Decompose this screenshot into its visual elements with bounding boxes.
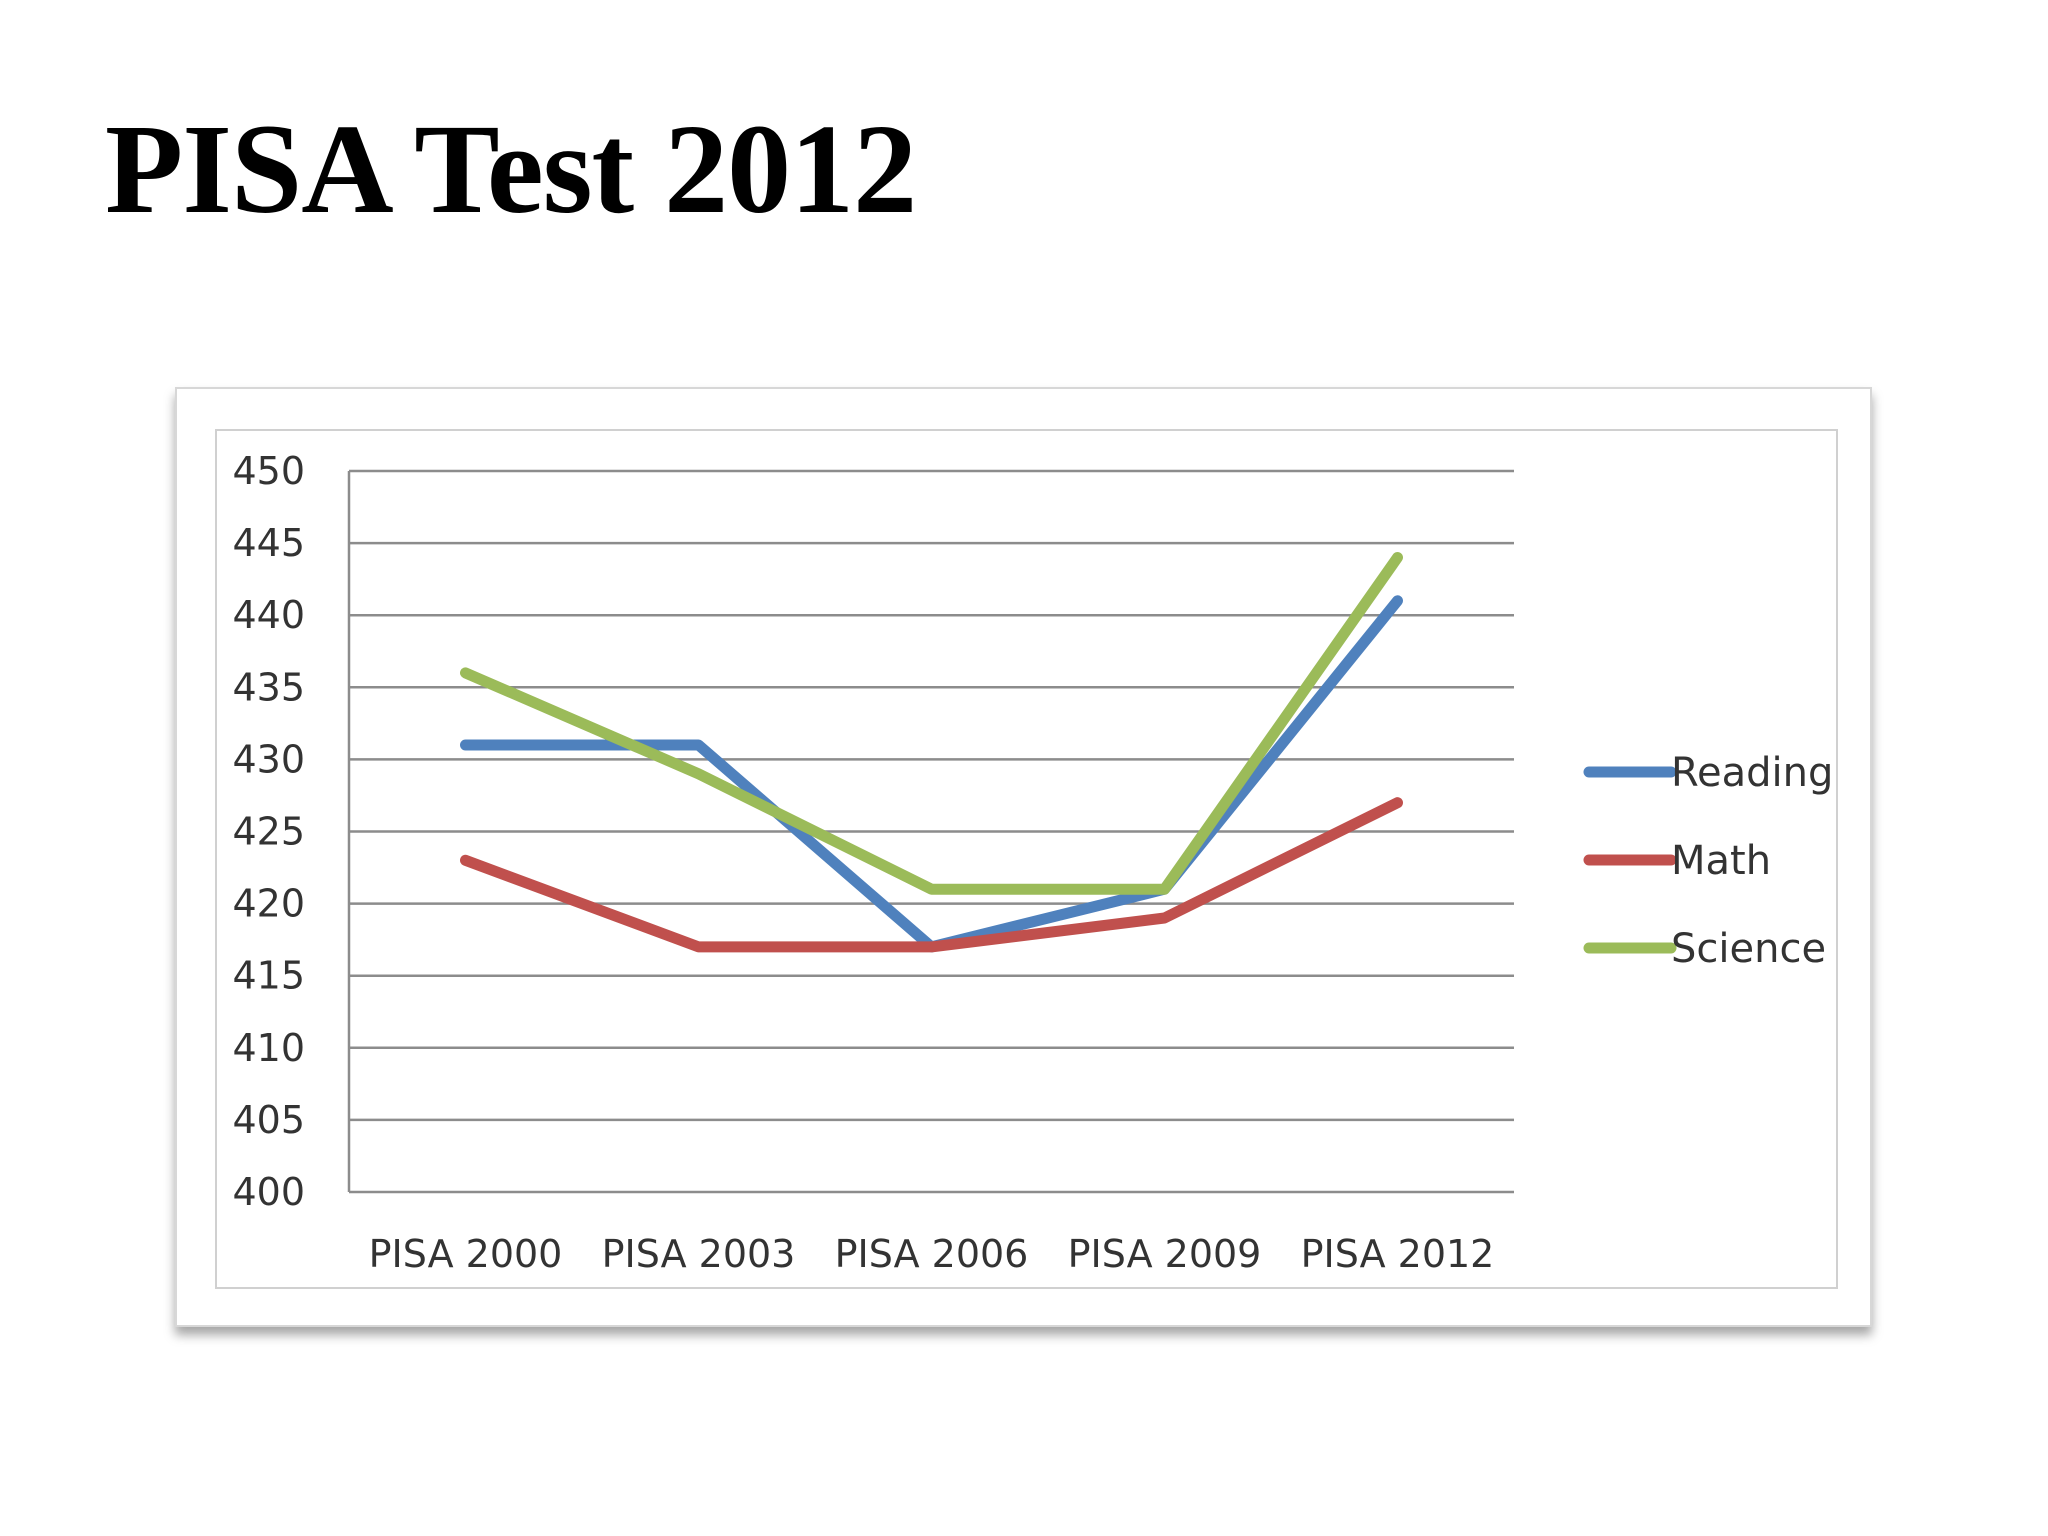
y-tick-label: 410 <box>232 1026 305 1070</box>
chart-frame: 400 405 410 415 420 425 430 435 440 445 450 PISA 2… <box>175 387 1872 1327</box>
y-tick-label: 400 <box>232 1170 305 1214</box>
legend-label-math: Math <box>1671 838 1771 884</box>
y-tick-label: 435 <box>232 665 305 709</box>
y-tick-label: 425 <box>232 810 305 854</box>
chart-plot-area-border <box>215 429 1838 1289</box>
y-tick-label: 415 <box>232 954 305 998</box>
y-tick-label: 430 <box>232 737 305 781</box>
y-axis-tick-labels: 400 405 410 415 420 425 430 435 440 445 450 <box>232 449 305 1214</box>
x-tick-label: PISA 2012 <box>1301 1232 1495 1276</box>
series-lines <box>460 552 1403 953</box>
y-tick-label: 440 <box>232 593 305 637</box>
y-tick-label: 445 <box>232 521 305 565</box>
series-line-science <box>460 552 1403 895</box>
y-tick-label: 405 <box>232 1098 305 1142</box>
y-tick-label: 420 <box>232 882 305 926</box>
series-line-math <box>460 797 1403 953</box>
x-tick-label: PISA 2009 <box>1068 1232 1262 1276</box>
legend-label-reading: Reading <box>1671 750 1833 796</box>
legend: Reading Math Science <box>1583 750 1833 972</box>
slide-title: PISA Test 2012 <box>105 98 917 240</box>
x-axis-tick-labels: PISA 2000 PISA 2003 PISA 2006 PISA 2009 PISA… <box>369 1232 1495 1276</box>
line-chart: 400 405 410 415 420 425 430 435 440 445 450 PISA 2… <box>232 449 1833 1276</box>
x-tick-label: PISA 2003 <box>602 1232 796 1276</box>
y-tick-label: 450 <box>232 449 305 493</box>
legend-label-science: Science <box>1671 926 1826 972</box>
x-tick-label: PISA 2000 <box>369 1232 563 1276</box>
series-line-reading <box>460 595 1403 953</box>
x-tick-label: PISA 2006 <box>835 1232 1029 1276</box>
gridlines <box>349 469 1514 1194</box>
